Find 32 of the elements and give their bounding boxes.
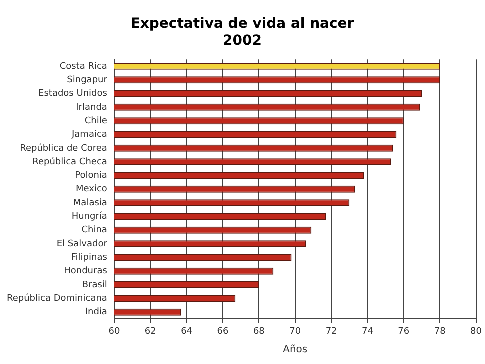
y-tick-label: Honduras	[64, 266, 108, 277]
y-tick-label: Malasia	[73, 198, 108, 208]
x-tick-label: 62	[144, 326, 156, 337]
y-tick-label: Brasil	[82, 280, 108, 290]
y-tick-label: Filipinas	[71, 253, 108, 264]
x-tick-label: 68	[253, 326, 266, 337]
y-tick-label: Singapur	[67, 75, 108, 86]
x-tick-label: 80	[470, 326, 482, 337]
y-tick-label: República Checa	[32, 156, 108, 168]
x-tick-label: 76	[398, 326, 410, 337]
x-tick-label: 78	[434, 326, 446, 337]
y-tick-label: Polonia	[75, 171, 108, 182]
y-tick-label: Estados Unidos	[38, 89, 108, 100]
x-tick-label: 60	[108, 326, 120, 337]
y-tick-label: China	[82, 226, 108, 236]
x-tick-label: 66	[217, 326, 229, 337]
x-tick-label: 74	[362, 326, 374, 337]
y-tick-label: Hungría	[72, 211, 108, 222]
chart-title: Expectativa de vida al nacer 2002	[130, 16, 354, 49]
x-tick-label: 64	[181, 326, 193, 337]
y-tick-label: Mexico	[76, 184, 108, 195]
x-axis-title: Años	[283, 344, 308, 356]
y-tick-label: India	[85, 308, 108, 318]
x-tick-label: 70	[290, 326, 302, 337]
y-tick-label: Irlanda	[76, 102, 108, 113]
x-tick-label: 72	[326, 326, 338, 337]
y-tick-label: República de Corea	[20, 142, 108, 154]
y-tick-label: El Salvador	[56, 239, 108, 250]
y-tick-label: República Dominicana	[6, 293, 108, 304]
y-tick-label: Costa Rica	[60, 62, 108, 72]
y-tick-label: Chile	[84, 116, 108, 126]
y-tick-label: Jamaica	[71, 130, 108, 140]
